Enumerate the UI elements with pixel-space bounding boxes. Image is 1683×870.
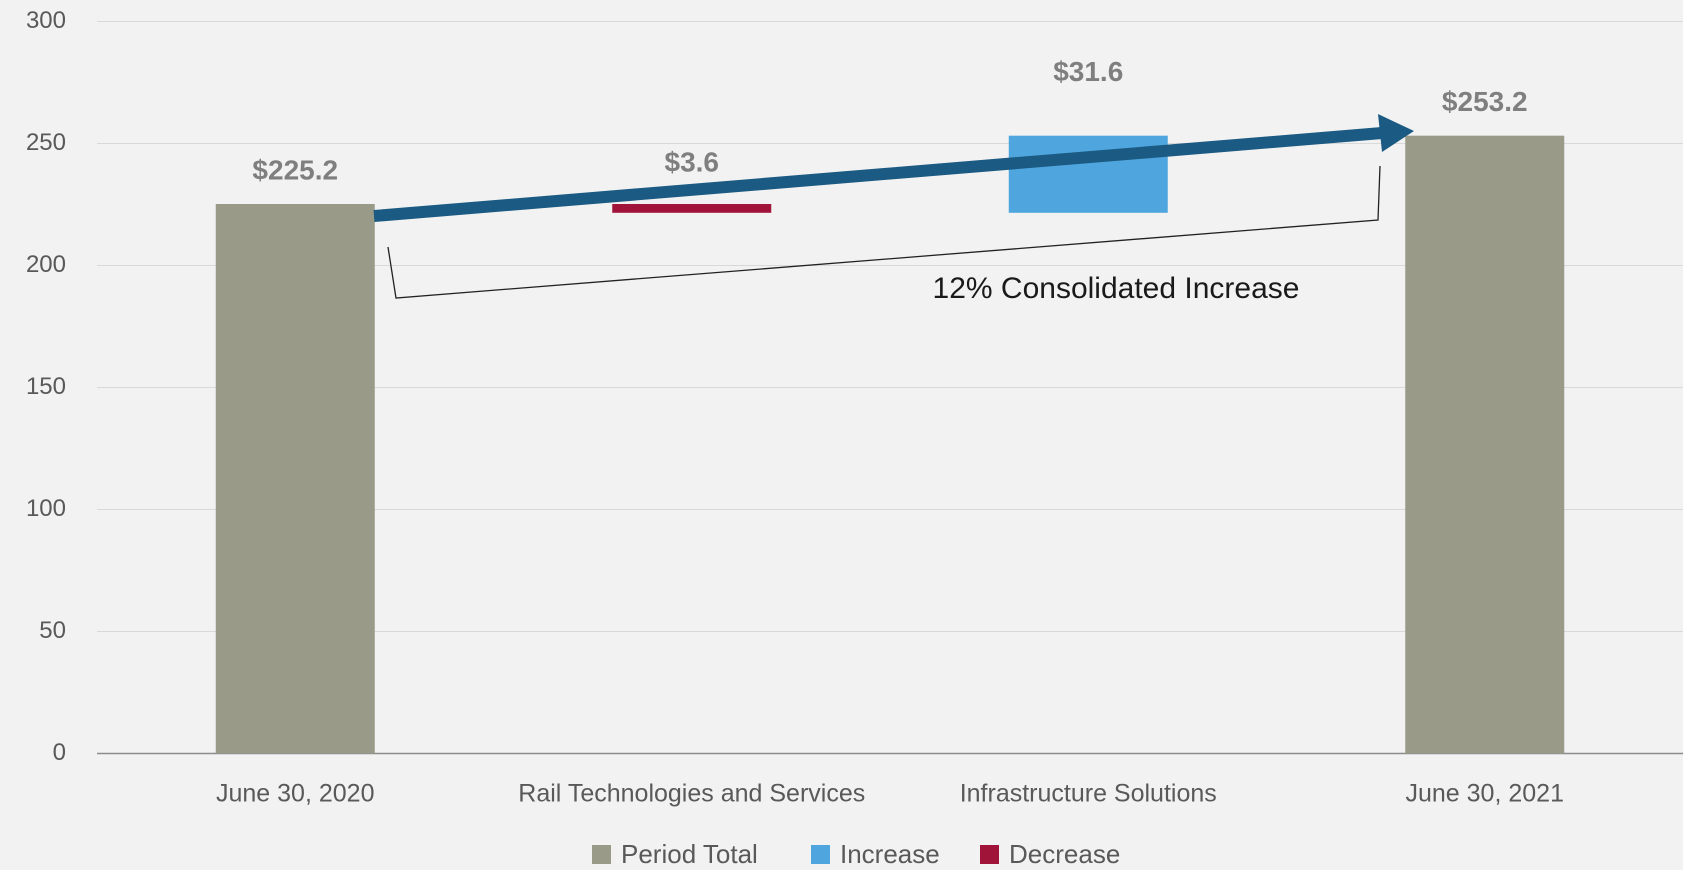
y-tick-label: 0	[53, 739, 66, 766]
marks	[215, 135, 1565, 754]
x-tick-label: Infrastructure Solutions	[960, 780, 1217, 808]
bar	[612, 204, 772, 213]
x-tick-label: June 30, 2020	[216, 780, 374, 808]
trend-arrow	[373, 127, 1383, 222]
legend-swatch	[980, 845, 999, 864]
legend-label: Increase	[840, 839, 940, 869]
bar	[1405, 135, 1565, 754]
y-tick-label: 200	[26, 251, 66, 278]
legend-swatch	[811, 845, 830, 864]
legend-label: Decrease	[1009, 839, 1120, 869]
legend-swatch	[592, 845, 611, 864]
y-tick-label: 250	[26, 129, 66, 156]
trend-arrowhead	[1378, 114, 1414, 152]
bar	[215, 204, 375, 754]
y-tick-label: 50	[39, 617, 66, 644]
value-label: $225.2	[252, 154, 338, 185]
value-label: $3.6	[665, 146, 720, 177]
bracket	[387, 165, 1381, 299]
value-label: $253.2	[1442, 86, 1528, 117]
annotation: 12% Consolidated Increase	[933, 272, 1300, 305]
y-tick-label: 300	[26, 7, 66, 34]
y-tick-label: 100	[26, 495, 66, 522]
x-tick-label: June 30, 2021	[1406, 780, 1564, 808]
labels: 0 50 100 150 200 250 300 $225.2 June 30, 2020 $3.…	[26, 7, 1564, 869]
x-tick-label: Rail Technologies and Services	[518, 780, 865, 808]
legend-label: Period Total	[621, 839, 758, 869]
y-tick-label: 150	[26, 373, 66, 400]
value-label: $31.6	[1053, 56, 1123, 87]
